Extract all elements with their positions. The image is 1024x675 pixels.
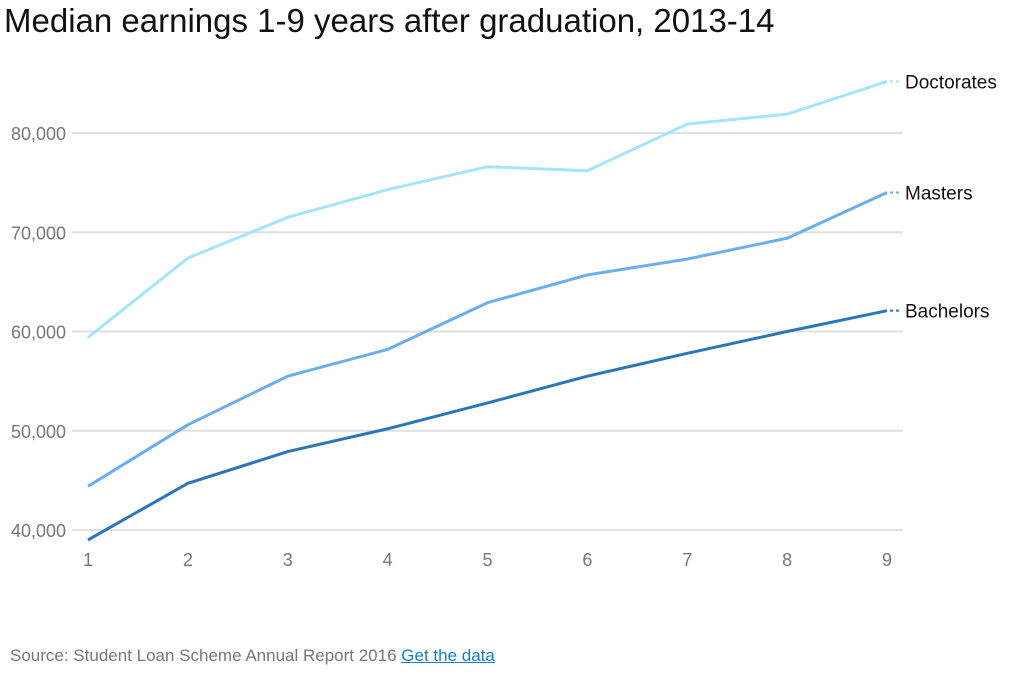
source-note: Source: Student Loan Scheme Annual Repor…	[10, 646, 495, 666]
x-tick-label: 1	[83, 550, 93, 570]
series-line-bachelors	[87, 309, 888, 542]
series-label-doctorates: Doctorates	[905, 72, 997, 93]
x-tick-label: 8	[782, 550, 792, 570]
x-tick-label: 4	[383, 550, 393, 570]
x-tick-label: 5	[482, 550, 492, 570]
y-tick-label: 60,000	[11, 323, 66, 343]
x-tick-label: 9	[882, 550, 892, 570]
get-the-data-link[interactable]: Get the data	[401, 646, 495, 665]
line-chart: 40,000 50,000 60,000 70,000 80,000 1 2 3 4 5 6 7 8 9 D…	[11, 72, 997, 570]
x-tick-label: 6	[582, 550, 592, 570]
y-tick-label: 50,000	[11, 422, 66, 442]
chart-title: Median earnings 1-9 years after graduati…	[4, 2, 775, 39]
y-tick-label: 80,000	[11, 124, 66, 144]
source-text: Source: Student Loan Scheme Annual Repor…	[10, 646, 397, 665]
series-line-masters	[87, 191, 888, 488]
y-tick-label: 40,000	[11, 521, 66, 541]
series-line-doctorates	[87, 79, 888, 339]
series-label-bachelors: Bachelors	[905, 302, 990, 323]
series-label-masters: Masters	[905, 184, 973, 205]
x-tick-label: 7	[682, 550, 692, 570]
x-tick-label: 2	[183, 550, 193, 570]
y-tick-label: 70,000	[11, 223, 66, 243]
x-tick-label: 3	[283, 550, 293, 570]
